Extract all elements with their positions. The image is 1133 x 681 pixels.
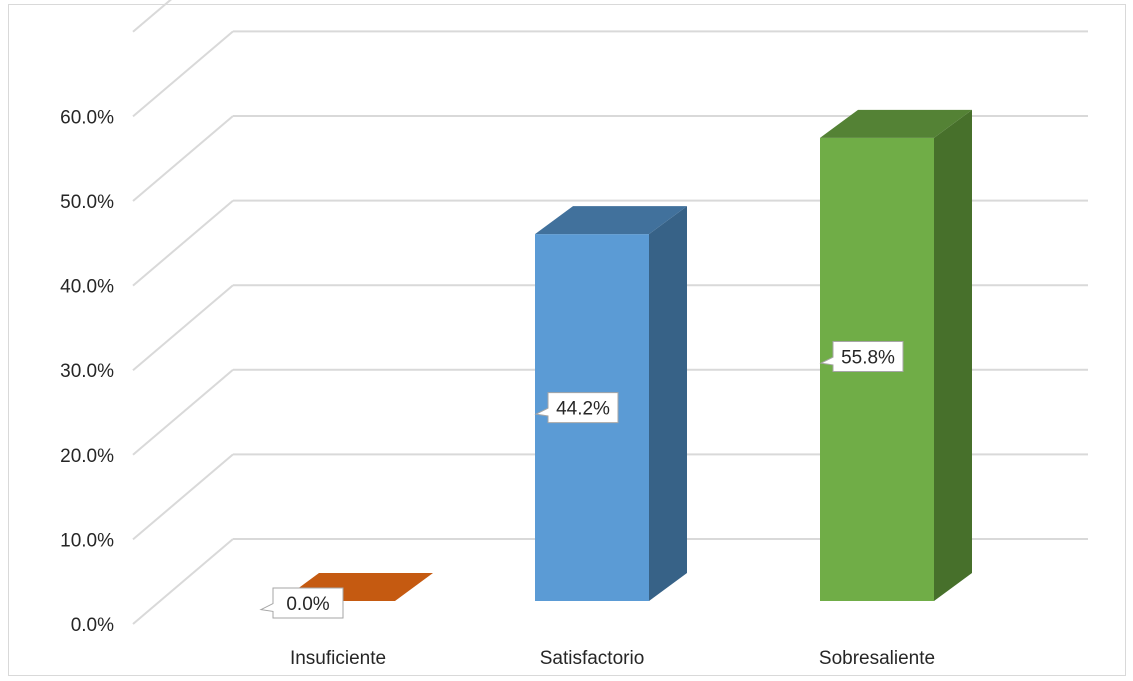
bar-top xyxy=(535,206,687,235)
gridline-diagonal xyxy=(132,0,172,33)
data-labels: 0.0% 44.2% 55.8% xyxy=(259,341,904,619)
y-tick-label: 60.0% xyxy=(60,107,114,128)
gridline-diagonal xyxy=(132,369,234,456)
x-category-label: Insuficiente xyxy=(290,648,386,669)
y-tick-label: 0.0% xyxy=(71,615,114,636)
y-tick-label: 10.0% xyxy=(60,530,114,551)
gridline-diagonal xyxy=(132,284,234,371)
y-axis-ticks: 0.0% 10.0% 20.0% 30.0% 40.0% 50.0% 60.0% xyxy=(60,107,114,636)
data-label-box xyxy=(534,392,619,424)
data-label-box xyxy=(819,341,904,373)
data-label-text: 0.0% xyxy=(286,594,329,615)
bar-side xyxy=(649,206,687,601)
y-tick-label: 30.0% xyxy=(60,361,114,382)
gridline-diagonal xyxy=(132,453,234,541)
data-label-callout: 44.2% xyxy=(534,392,619,424)
data-label-callout: 0.0% xyxy=(259,587,344,619)
y-tick-label: 50.0% xyxy=(60,192,114,213)
gridline-diagonal xyxy=(132,115,234,202)
x-category-label: Sobresaliente xyxy=(819,648,935,669)
gridline-diagonal xyxy=(132,30,234,118)
x-axis-categories: Insuficiente Satisfactorio Sobresaliente xyxy=(290,648,935,669)
x-category-label: Satisfactorio xyxy=(540,648,645,669)
gridline-diagonal xyxy=(132,199,234,287)
bar-top xyxy=(820,109,972,138)
data-label-text: 55.8% xyxy=(841,348,895,369)
data-label-text: 44.2% xyxy=(556,399,610,420)
data-label-box xyxy=(259,587,344,619)
bar-side xyxy=(934,109,972,602)
y-tick-label: 20.0% xyxy=(60,446,114,467)
gridline-diagonal xyxy=(132,538,234,625)
data-label-callout: 55.8% xyxy=(819,341,904,373)
y-tick-label: 40.0% xyxy=(60,277,114,298)
